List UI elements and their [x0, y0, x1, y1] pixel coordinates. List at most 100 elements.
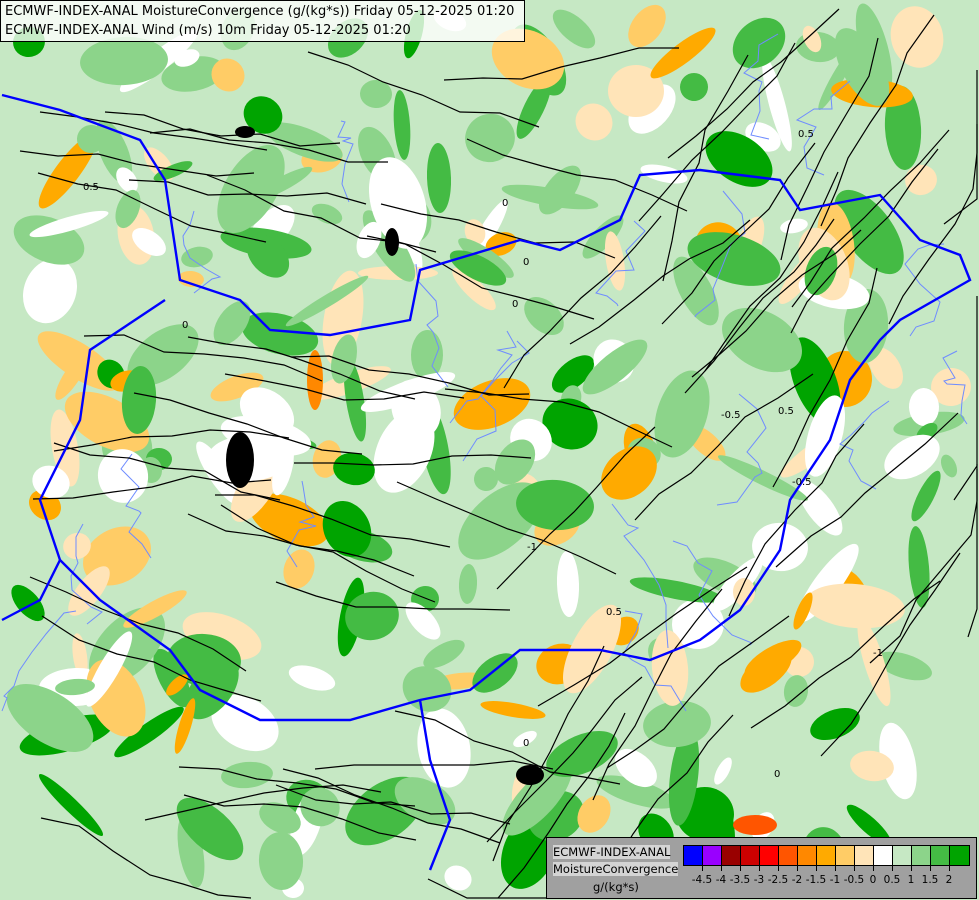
streamline [569, 219, 751, 345]
legend-tick-label: 2 [945, 874, 953, 886]
legend-tick [854, 865, 855, 871]
contour-labels: 0 0.5 -0.5 -1 0 0.5 0 -0.5 0 0.5 -1 0 0.5 0 [83, 129, 883, 780]
convergence-patch [72, 633, 88, 679]
streamline [592, 588, 723, 801]
convergence-patch [604, 231, 626, 291]
convergence-patch [905, 164, 937, 196]
streamline [294, 454, 532, 466]
convergence-patch [210, 372, 264, 402]
convergence-patch [114, 706, 184, 758]
streamline [290, 355, 530, 396]
convergence-patch [449, 250, 507, 286]
convergence-patch [804, 246, 838, 296]
convergence-patch [551, 355, 595, 393]
legend-swatch [912, 846, 931, 865]
streamline [41, 615, 262, 702]
convergence-patch [552, 9, 596, 49]
convergence-core [226, 432, 254, 488]
streamline [29, 576, 247, 672]
legend-tick-label: -2 [791, 874, 803, 886]
legend-tick-label: 1.5 [921, 874, 939, 886]
streamline [967, 469, 978, 638]
legend-tick [892, 865, 893, 871]
convergence-patch [452, 267, 496, 311]
convergence-core [385, 228, 399, 256]
streamline [466, 138, 688, 212]
convergence-patch [6, 684, 94, 752]
streamline [275, 581, 511, 611]
title-moisture-convergence: ECMWF-INDEX-ANAL MoistureConvergence (g/… [5, 4, 515, 19]
convergence-patch [740, 649, 792, 693]
legend-tick [797, 865, 798, 871]
streamline [606, 615, 790, 769]
streamline [667, 8, 840, 159]
streamline [820, 14, 935, 227]
streamline [19, 150, 255, 177]
convergence-core [235, 126, 255, 138]
convergence-patch [423, 639, 465, 669]
convergence-patch [502, 762, 572, 836]
convergence-patch [654, 370, 710, 458]
streamline [133, 392, 363, 455]
river [672, 540, 753, 646]
contour-label: 0.5 [83, 182, 99, 193]
convergence-patch [524, 296, 564, 336]
convergence-patch [687, 232, 781, 286]
streamline [307, 51, 540, 128]
convergence-patch [360, 372, 456, 412]
river [182, 210, 222, 294]
legend-tick-label: -1.5 [805, 874, 827, 886]
convergence-patch [265, 122, 343, 162]
convergence-patch [64, 391, 150, 453]
color-legend: ECMWF-INDEX-ANAL MoistureConvergence g/(… [546, 837, 977, 899]
contour-label: 0 [523, 257, 529, 268]
convergence-patch [846, 804, 892, 846]
contour-label: -0.5 [721, 410, 741, 421]
contour-label: -1 [527, 542, 537, 553]
streamline [443, 47, 679, 81]
streamline [503, 215, 662, 389]
convergence-patch [285, 275, 369, 327]
streamline [149, 128, 388, 163]
convergence-patch [516, 77, 552, 139]
convergence-patch [167, 633, 241, 687]
convergence-patch [643, 700, 711, 748]
convergence-patch [123, 590, 187, 628]
streamline [53, 429, 290, 452]
convergence-patch [857, 617, 891, 707]
convergence-patch [405, 602, 441, 640]
convergence-patch [810, 707, 860, 741]
river [337, 120, 354, 203]
streamline [943, 70, 978, 225]
convergence-patch [68, 566, 110, 616]
convergence-patch [116, 167, 138, 193]
river [70, 523, 103, 625]
legend-swatch [855, 846, 874, 865]
contour-label: -0.5 [792, 477, 812, 488]
streamline [144, 784, 382, 821]
streamline [820, 552, 961, 757]
legend-tick-label: -3.5 [729, 874, 751, 886]
legend-swatch [836, 846, 855, 865]
streamline [37, 172, 267, 243]
country-borders [1, 93, 972, 871]
convergence-patch [221, 761, 273, 789]
convergence-patch [805, 583, 905, 629]
legend-tick [740, 865, 741, 871]
streamline [634, 373, 814, 521]
streamline [869, 464, 978, 664]
convergence-patch [542, 398, 598, 450]
streamline [282, 768, 501, 844]
legend-tick [759, 865, 760, 871]
streamline [750, 580, 941, 729]
convergence-patch [178, 270, 204, 288]
convergence-patch [850, 750, 894, 782]
convergence-patch [804, 395, 846, 477]
legend-tick [930, 865, 931, 871]
legend-swatch [703, 846, 722, 865]
legend-swatch [760, 846, 779, 865]
convergence-patch [29, 210, 109, 238]
convergence-patch [650, 27, 716, 79]
convergence-patch [153, 648, 191, 708]
convergence-patch [393, 90, 411, 160]
